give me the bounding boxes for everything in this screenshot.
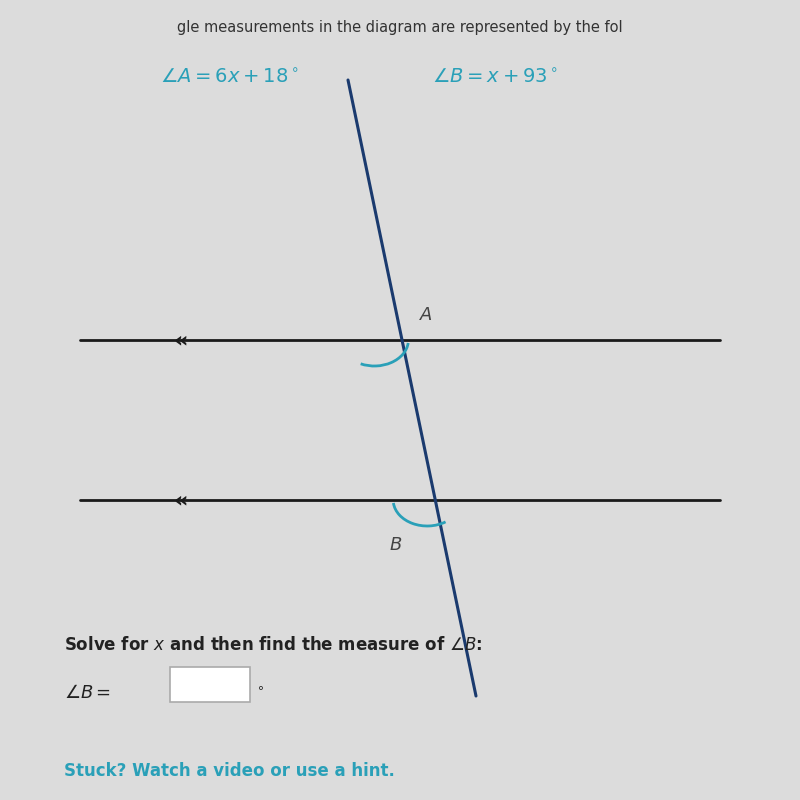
Text: A: A xyxy=(420,306,432,324)
FancyBboxPatch shape xyxy=(170,667,250,702)
Text: $\angle A = 6x + 18^\circ$: $\angle A = 6x + 18^\circ$ xyxy=(160,68,298,87)
Text: Solve for $x$ and then find the measure of $\angle B$:: Solve for $x$ and then find the measure … xyxy=(64,636,482,654)
Text: B: B xyxy=(390,536,402,554)
Text: Stuck? Watch a video or use a hint.: Stuck? Watch a video or use a hint. xyxy=(64,762,395,779)
Text: «: « xyxy=(173,490,187,510)
Text: $\angle B = x + 93^\circ$: $\angle B = x + 93^\circ$ xyxy=(432,68,558,87)
Text: $\angle B =$: $\angle B =$ xyxy=(64,684,111,702)
Text: gle measurements in the diagram are represented by the fol: gle measurements in the diagram are repr… xyxy=(177,20,623,35)
Text: «: « xyxy=(173,330,187,350)
Text: $^\circ$: $^\circ$ xyxy=(254,684,264,702)
